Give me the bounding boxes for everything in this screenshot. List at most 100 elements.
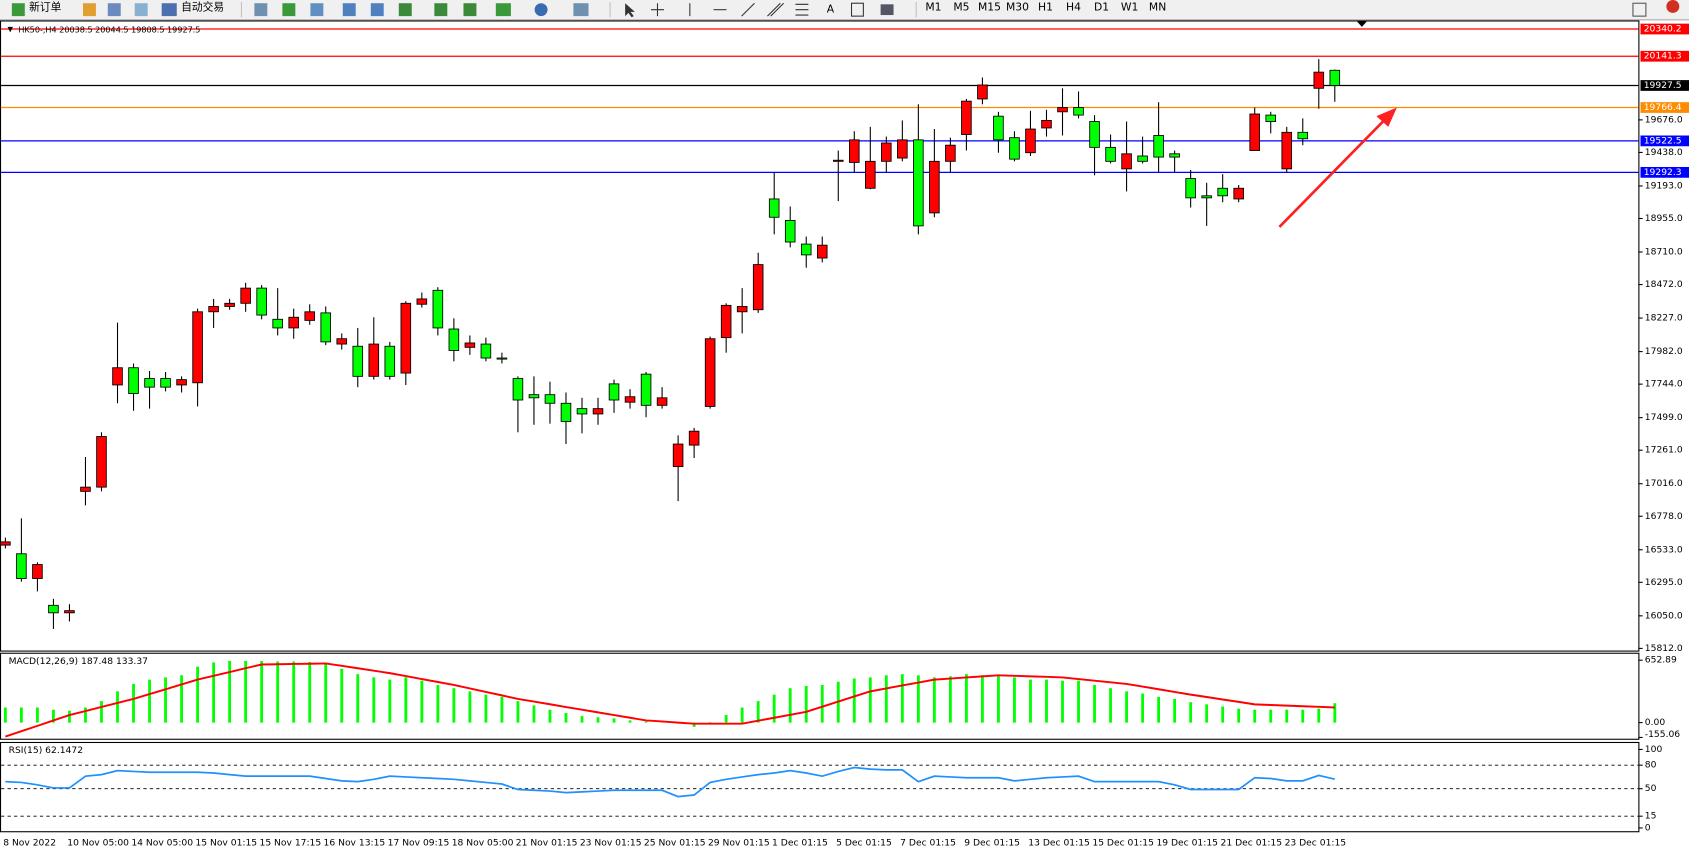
x-tick-label: 10 Nov 05:00 bbox=[67, 839, 129, 849]
x-tick-label: 9 Dec 01:15 bbox=[964, 839, 1020, 849]
timeframe-button[interactable]: H4 bbox=[1066, 1, 1081, 14]
templates-button[interactable] bbox=[573, 3, 589, 17]
crosshair-tool[interactable] bbox=[651, 3, 664, 17]
candle-body bbox=[1313, 71, 1325, 89]
candle-body bbox=[768, 198, 780, 218]
candle-body bbox=[624, 396, 636, 403]
new-order-icon[interactable] bbox=[11, 3, 25, 17]
signal-line bbox=[5, 662, 1335, 738]
candle-body bbox=[272, 318, 283, 329]
fibo-tool[interactable] bbox=[795, 3, 809, 16]
periods-button[interactable] bbox=[534, 3, 548, 17]
y-tick-label: 652.89 bbox=[1645, 656, 1677, 666]
arrows-tool[interactable] bbox=[880, 4, 894, 16]
x-tick-label: 8 Nov 2022 bbox=[3, 839, 56, 849]
timeframe-button[interactable]: M1 bbox=[925, 1, 941, 14]
candle-body bbox=[1105, 146, 1116, 162]
text-tool[interactable]: A bbox=[827, 3, 835, 16]
x-tick-label: 1 Dec 01:15 bbox=[772, 839, 828, 849]
timeframe-button[interactable]: H1 bbox=[1038, 1, 1053, 14]
candle-body bbox=[1153, 135, 1164, 158]
timeframe-button[interactable]: D1 bbox=[1094, 1, 1109, 14]
candle-body bbox=[993, 115, 1004, 141]
label-tool[interactable] bbox=[850, 2, 864, 17]
bar-chart-button[interactable] bbox=[254, 3, 268, 17]
alert-icon[interactable] bbox=[1666, 0, 1680, 13]
zoom-out-button[interactable] bbox=[370, 3, 384, 17]
candle-body bbox=[176, 379, 187, 386]
candle-body bbox=[64, 610, 75, 614]
zoom-in-button[interactable] bbox=[342, 3, 356, 17]
line-chart-button[interactable] bbox=[310, 3, 324, 17]
y-tick-label: 50 bbox=[1645, 784, 1657, 794]
x-tick-label: 14 Nov 05:00 bbox=[131, 839, 193, 849]
x-tick-label: 15 Dec 01:15 bbox=[1092, 839, 1154, 849]
x-tick-label: 16 Nov 13:15 bbox=[324, 839, 386, 849]
candle-body bbox=[32, 564, 43, 579]
toolbar: 新订单 自动交易 A M1 M5 M15 M30 H1 H4 D1 W1 MN bbox=[0, 0, 1689, 21]
level-label-box bbox=[1640, 23, 1689, 35]
level-label-box bbox=[1640, 80, 1689, 91]
candle-body bbox=[320, 312, 332, 343]
x-tick-label: 15 Nov 01:15 bbox=[195, 839, 257, 849]
shift-button[interactable] bbox=[463, 3, 477, 17]
candle-body bbox=[752, 264, 764, 311]
indicators-button[interactable] bbox=[495, 3, 511, 17]
y-tick-label: 18710.0 bbox=[1645, 248, 1683, 258]
candle-body bbox=[1057, 107, 1068, 113]
candle-body bbox=[448, 328, 460, 351]
timeframe-button[interactable]: M30 bbox=[1006, 1, 1029, 14]
candle-body bbox=[640, 373, 652, 406]
annotation-arrow bbox=[1278, 117, 1388, 228]
new-order-button[interactable]: 新订单 bbox=[29, 1, 62, 14]
candle-body bbox=[240, 287, 251, 304]
candle-body bbox=[929, 160, 940, 214]
candle-body bbox=[1201, 195, 1212, 199]
trendline-tool[interactable] bbox=[741, 2, 755, 17]
candle-chart-button[interactable] bbox=[282, 3, 296, 17]
candle-body bbox=[400, 302, 412, 374]
channel-tool[interactable] bbox=[767, 2, 784, 17]
tool-icon[interactable] bbox=[82, 3, 96, 17]
shift-marker bbox=[1357, 21, 1367, 27]
x-tick-label: 13 Dec 01:15 bbox=[1028, 839, 1090, 849]
candle-body bbox=[192, 311, 203, 384]
candle-body bbox=[832, 159, 844, 162]
tool-icon[interactable] bbox=[134, 3, 148, 17]
candle-body bbox=[1025, 128, 1036, 154]
search-button[interactable] bbox=[1632, 2, 1647, 17]
timeframe-button[interactable]: W1 bbox=[1121, 1, 1138, 14]
y-tick-label: 80 bbox=[1645, 761, 1657, 771]
tile-button[interactable] bbox=[398, 3, 412, 17]
timeframe-button[interactable]: M5 bbox=[953, 1, 969, 14]
x-tick-label: 18 Nov 05:00 bbox=[452, 839, 514, 849]
timeframe-button[interactable]: M15 bbox=[978, 1, 1001, 14]
candle-body bbox=[961, 100, 972, 135]
indicator-title: RSI(15) 62.1472 bbox=[9, 746, 83, 756]
candle-body bbox=[528, 394, 540, 399]
candle-body bbox=[1265, 114, 1277, 122]
macd-panel bbox=[0, 652, 1640, 740]
candle-body bbox=[592, 408, 604, 415]
timeframe-button[interactable]: MN bbox=[1149, 1, 1166, 14]
auto-trading-icon[interactable] bbox=[161, 3, 177, 17]
candle-body bbox=[849, 139, 860, 163]
candle-body bbox=[865, 160, 876, 189]
y-tick-label: 16295.0 bbox=[1645, 578, 1683, 588]
scroll-button[interactable] bbox=[434, 3, 448, 17]
candle-body bbox=[16, 553, 27, 579]
candle-body bbox=[1073, 107, 1084, 116]
candle-body bbox=[1297, 131, 1309, 140]
rsi-panel bbox=[0, 741, 1640, 833]
candle-body bbox=[784, 219, 796, 243]
candle-body bbox=[1217, 187, 1228, 197]
timeframes: M1 M5 M15 M30 H1 H4 D1 W1 MN bbox=[925, 1, 1166, 14]
cursor-tool[interactable] bbox=[625, 3, 635, 18]
auto-trading-button[interactable]: 自动交易 bbox=[181, 1, 224, 14]
candle-body bbox=[128, 367, 139, 395]
tool-icon[interactable] bbox=[107, 3, 121, 17]
level-label: 19927.5 bbox=[1644, 81, 1682, 91]
level-label-box bbox=[1640, 102, 1689, 113]
